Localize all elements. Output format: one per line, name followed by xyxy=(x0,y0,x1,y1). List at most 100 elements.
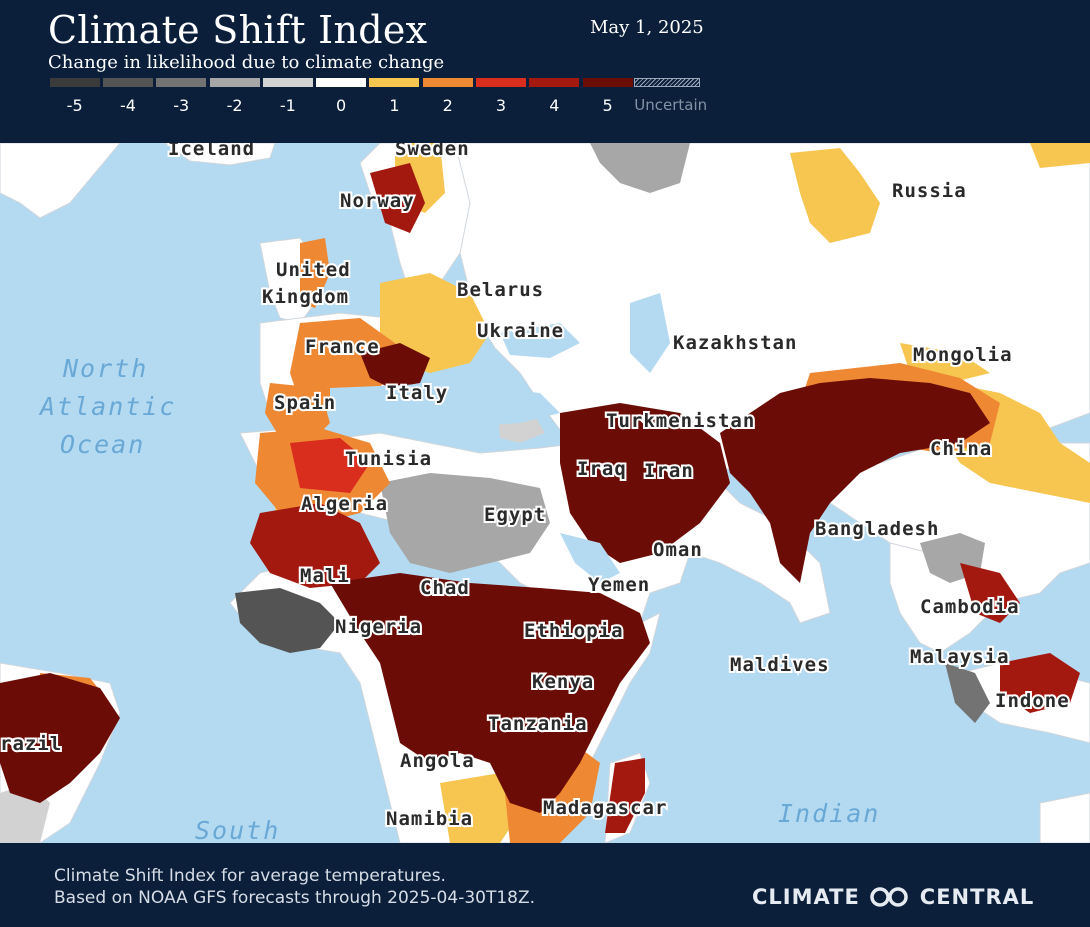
csi5-central-africa xyxy=(330,573,650,813)
country-label-nigeria: Nigeria xyxy=(335,616,422,638)
climate-central-logo[interactable]: CLIMATE CENTRAL xyxy=(752,885,1034,909)
csi4-indonesia xyxy=(1000,653,1080,713)
country-label-malaysia: Malaysia xyxy=(910,646,1010,668)
red-sea xyxy=(560,533,620,583)
csi1-russia xyxy=(790,148,880,243)
country-label-algeria: Algeria xyxy=(301,493,388,515)
csi1-namibia xyxy=(440,773,520,843)
map-date: May 1, 2025 xyxy=(590,17,704,38)
brand-rings-icon xyxy=(870,887,908,907)
csi2-spain xyxy=(265,383,330,443)
country-label-mali: Mali xyxy=(300,565,350,587)
legend-item: -2 xyxy=(208,78,261,115)
csi2-uk xyxy=(300,238,330,308)
csi4-madagascar xyxy=(605,758,645,833)
country-label-brazil: razil xyxy=(0,733,62,755)
legend-item: -4 xyxy=(101,78,154,115)
legend-label: 0 xyxy=(336,96,347,115)
country-label-mongolia: Mongolia xyxy=(913,344,1013,366)
legend-label: -2 xyxy=(226,96,243,115)
legend-swatch-uncertain xyxy=(634,78,701,87)
legend-label: 1 xyxy=(389,96,400,115)
country-label-china: China xyxy=(930,438,992,460)
country-label-turkmenistan: Turkmenistan xyxy=(606,410,755,432)
legend-swatch xyxy=(316,78,367,87)
csi5-brazil xyxy=(0,673,120,803)
footer: Climate Shift Index for average temperat… xyxy=(0,843,1090,927)
csi4-norway xyxy=(370,163,425,233)
legend-item: 5 xyxy=(581,78,634,115)
legend-item: 3 xyxy=(474,78,527,115)
legend-swatch xyxy=(369,78,420,87)
legend-item: 4 xyxy=(528,78,581,115)
ocean-labels: North Atlantic Ocean Indian South xyxy=(38,354,880,843)
legend-swatch xyxy=(529,78,580,87)
footer-caption-line2: Based on NOAA GFS forecasts through 2025… xyxy=(54,888,536,908)
country-label-russia: Russia xyxy=(892,180,967,202)
csi2-france xyxy=(290,318,400,408)
csi5-iraq-iran xyxy=(560,403,730,563)
legend-swatch xyxy=(422,78,473,87)
country-labels: Iceland Sweden Norway Russia United King… xyxy=(0,143,1071,832)
country-label-madagascar: Madagascar xyxy=(543,797,667,819)
country-label-maldives: Maldives xyxy=(730,654,830,676)
country-label-iceland: Iceland xyxy=(168,143,255,160)
legend-label: 5 xyxy=(602,96,613,115)
legend-item-uncertain: Uncertain xyxy=(634,78,714,115)
legend-label: 2 xyxy=(442,96,453,115)
country-label-kazakhstan: Kazakhstan xyxy=(673,332,797,354)
greenland-land xyxy=(0,143,121,219)
country-label-iran: Iran xyxy=(644,460,694,482)
water-features xyxy=(330,293,670,583)
country-label-iraq: Iraq xyxy=(577,458,627,480)
anomaly-sumatra-gray xyxy=(945,663,990,723)
country-label-united: United xyxy=(276,259,351,281)
caspian-sea xyxy=(630,293,670,373)
australia-land xyxy=(1039,792,1090,843)
legend-swatch xyxy=(49,78,100,87)
legend-label: -3 xyxy=(173,96,190,115)
ocean-label-indian: Indian xyxy=(778,799,880,828)
page-subtitle: Change in likelihood due to climate chan… xyxy=(48,52,445,73)
country-label-france: France xyxy=(305,336,380,358)
brand-text-left: CLIMATE xyxy=(752,885,860,909)
csi4-cambodia xyxy=(960,563,1020,623)
map-svg: North Atlantic Ocean Indian South Icelan… xyxy=(0,143,1090,843)
legend-item: -5 xyxy=(48,78,101,115)
legend-item: -1 xyxy=(261,78,314,115)
anomaly-russia-gray xyxy=(590,143,690,193)
country-label-indonesia: Indone xyxy=(995,690,1070,712)
csi5-italy-north xyxy=(360,343,430,388)
country-label-namibia: Namibia xyxy=(386,808,473,830)
country-label-kenya: Kenya xyxy=(532,671,594,693)
legend-swatch xyxy=(262,78,313,87)
legend-swatch xyxy=(476,78,527,87)
ocean-label-south: South xyxy=(195,816,280,843)
country-label-oman: Oman xyxy=(653,539,703,561)
legend-swatch xyxy=(102,78,153,87)
map-canvas[interactable]: North Atlantic Ocean Indian South Icelan… xyxy=(0,143,1090,843)
anomaly-west-africa-gray xyxy=(235,588,340,653)
csi4-mali xyxy=(250,503,380,588)
ocean-label-north: North xyxy=(62,354,148,383)
brand-text-right: CENTRAL xyxy=(919,885,1035,909)
footer-caption-line1: Climate Shift Index for average temperat… xyxy=(54,866,446,886)
header: Climate Shift Index Change in likelihood… xyxy=(0,0,1090,143)
country-label-chad: Chad xyxy=(420,577,470,599)
legend-item: 2 xyxy=(421,78,474,115)
country-label-yemen: Yemen xyxy=(588,574,650,596)
country-label-belarus: Belarus xyxy=(457,279,544,301)
csi3-algeria xyxy=(290,438,370,493)
legend-item: 1 xyxy=(368,78,421,115)
country-label-egypt: Egypt xyxy=(484,504,546,526)
ocean-label-atlantic: Atlantic xyxy=(38,392,176,421)
legend-label: 4 xyxy=(549,96,560,115)
legend-swatch xyxy=(582,78,633,87)
legend-label: -5 xyxy=(66,96,83,115)
csi1-russia-east xyxy=(1030,143,1090,168)
country-label-norway: Norway xyxy=(340,190,415,212)
legend-item: -3 xyxy=(155,78,208,115)
csi5-central-south-asia xyxy=(720,378,990,583)
page-title: Climate Shift Index xyxy=(48,8,428,52)
legend-label: 3 xyxy=(495,96,507,115)
